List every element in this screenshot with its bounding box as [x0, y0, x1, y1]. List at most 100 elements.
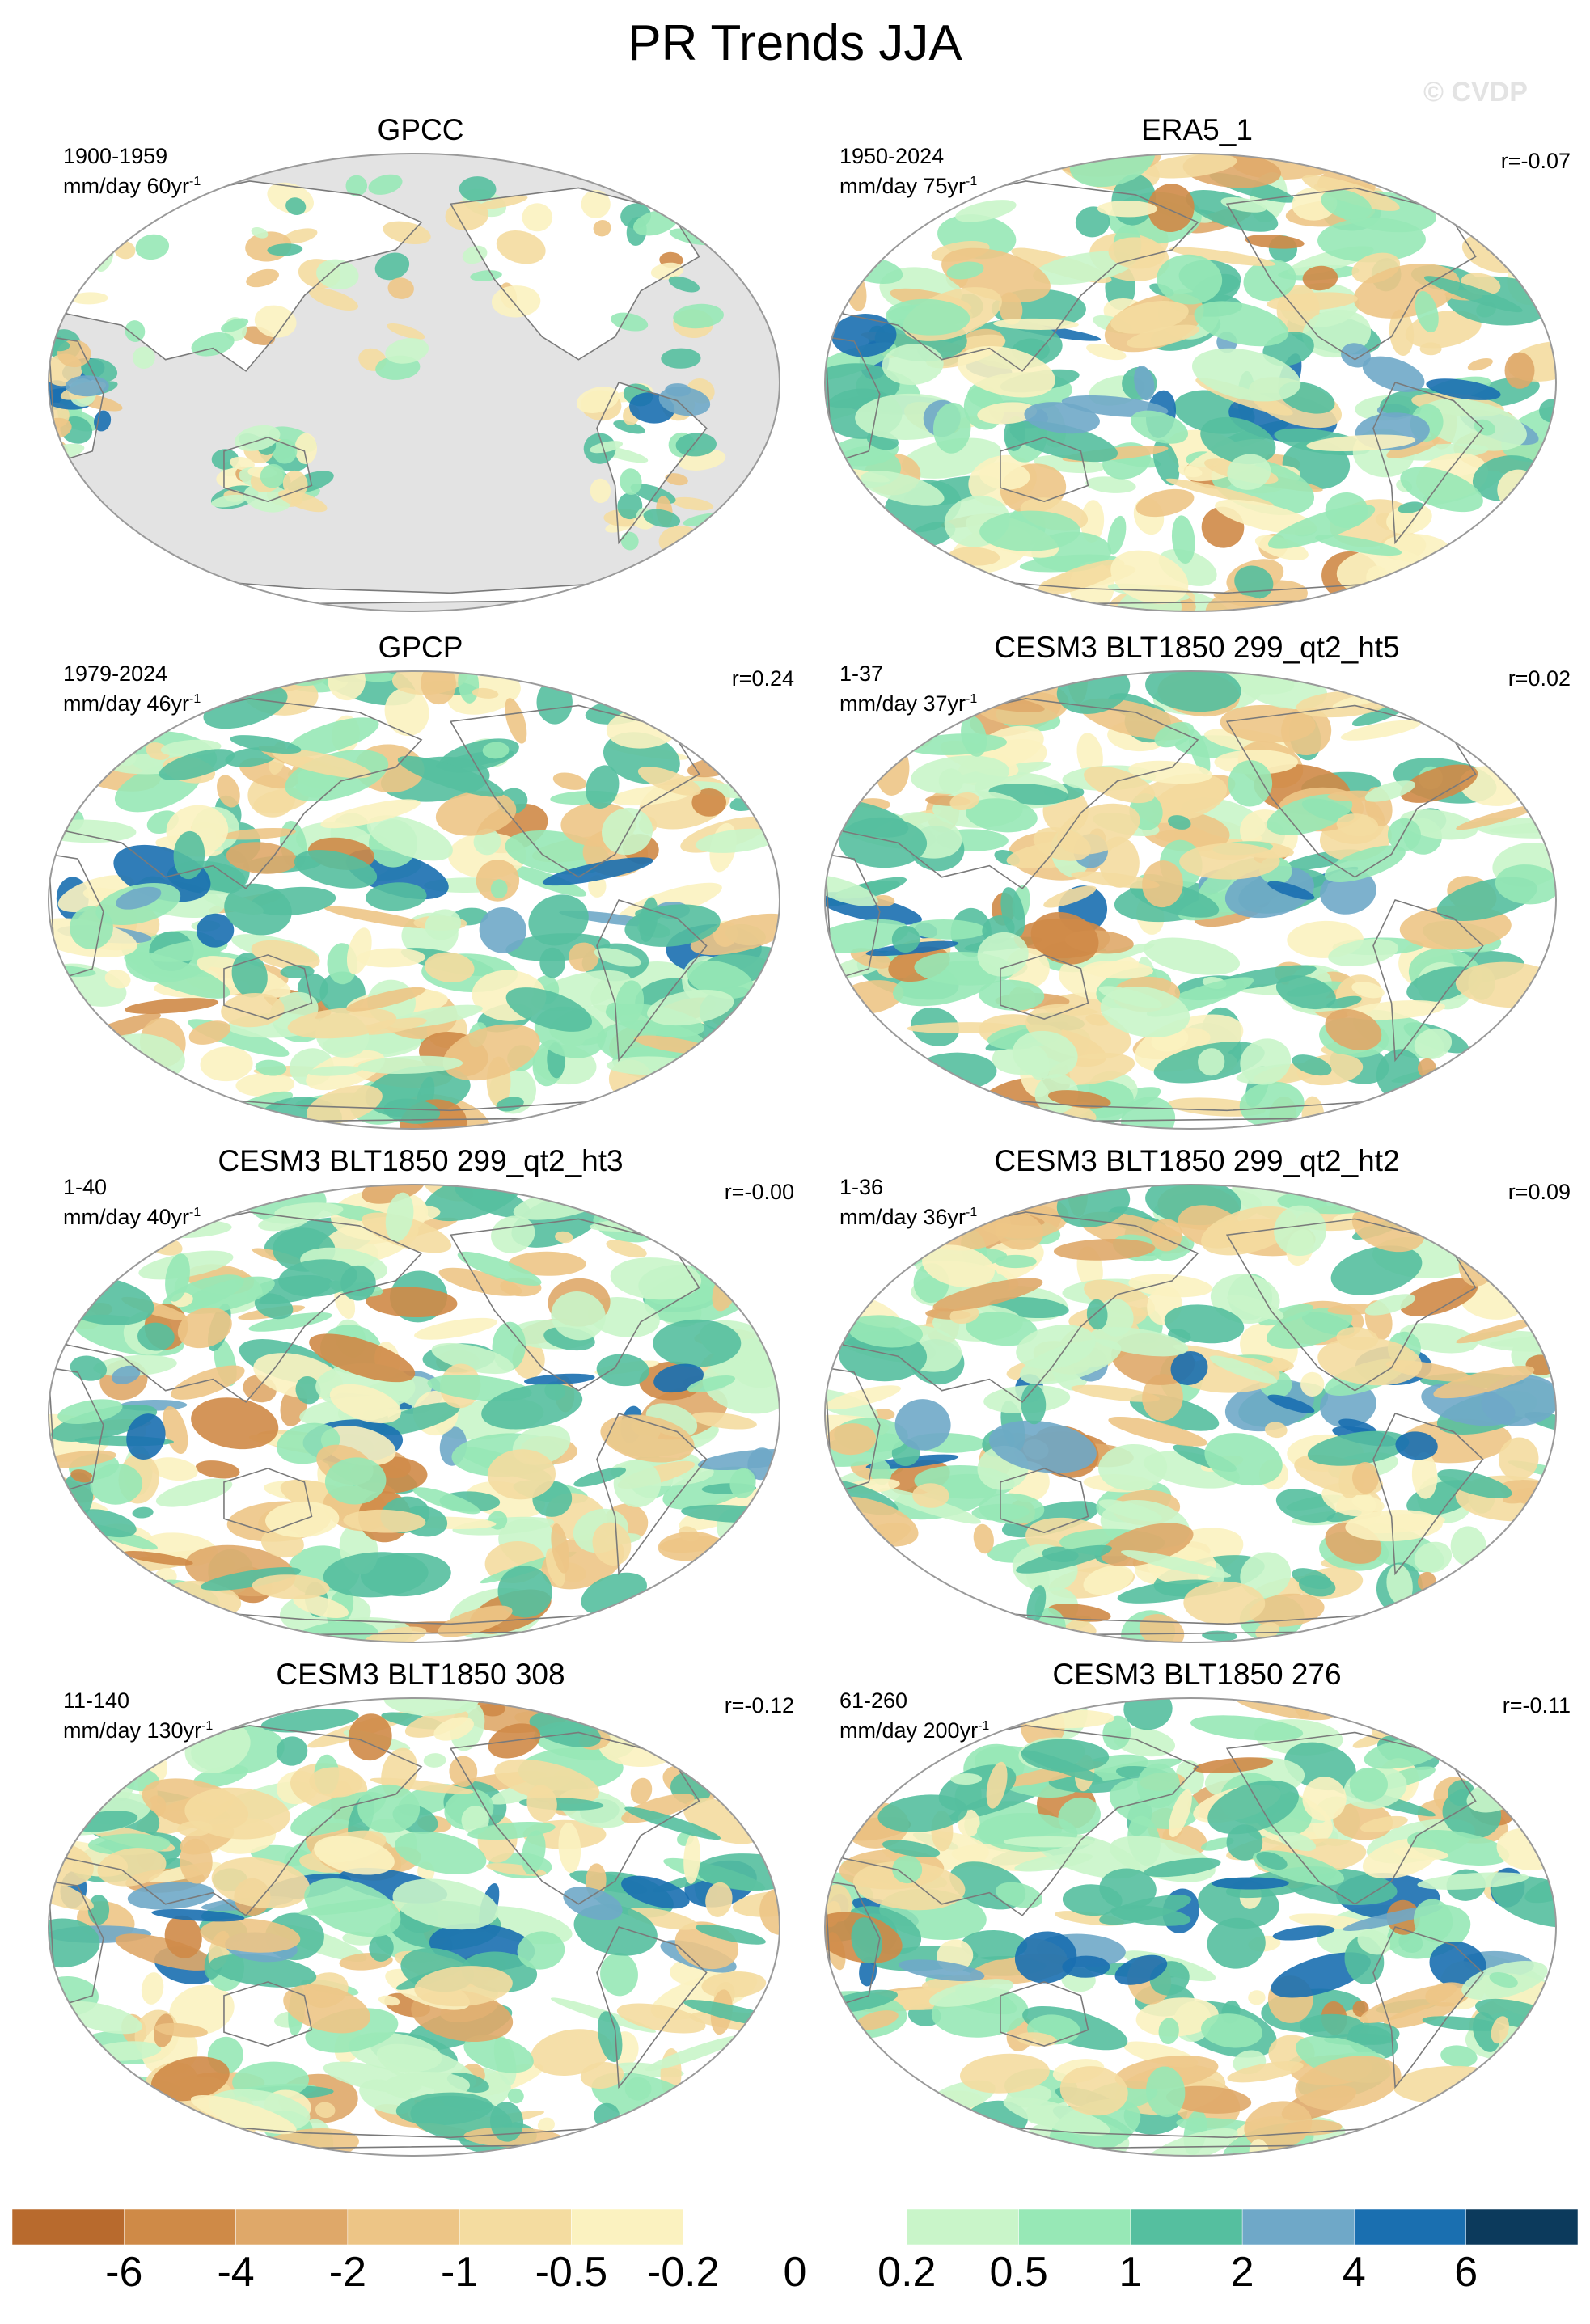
- trend-contour: [169, 1984, 235, 2035]
- trend-contour: [1075, 206, 1110, 238]
- trend-contour: [882, 1840, 941, 1858]
- trend-contour: [224, 883, 292, 936]
- trend-contour: [1423, 276, 1523, 313]
- trend-contour: [463, 2035, 534, 2073]
- units-exponent: -1: [978, 1719, 990, 1733]
- trend-contour: [424, 1185, 523, 1222]
- trend-contour: [1073, 943, 1155, 968]
- trend-contour: [384, 687, 429, 737]
- trend-contour: [111, 1365, 141, 1384]
- coastline: [1372, 382, 1484, 545]
- trend-contour: [260, 1709, 359, 1733]
- trend-contour: [230, 456, 255, 471]
- trend-contour: [961, 1929, 1028, 1960]
- trend-contour: [965, 1312, 1038, 1346]
- panel-units: mm/day 130yr-1: [63, 1713, 213, 1743]
- map-panel: ERA5_1 1950-2024 mm/day 75yr-1 r=-0.07: [809, 113, 1585, 615]
- trend-contour: [1491, 2016, 1509, 2044]
- trend-contour: [899, 1959, 985, 1982]
- trend-contour: [613, 1460, 662, 1507]
- map-border: [48, 670, 780, 1130]
- trend-contour: [1321, 189, 1372, 220]
- units-exponent: -1: [189, 1206, 201, 1219]
- trend-contour: [1201, 1206, 1297, 1256]
- trend-contour: [1456, 1318, 1539, 1344]
- trend-contour: [125, 320, 146, 343]
- trend-contour: [1168, 815, 1191, 830]
- colorbar-tick-label: -0.5: [535, 2249, 608, 2296]
- units-exponent: -1: [189, 175, 201, 188]
- trend-contour: [1267, 793, 1353, 835]
- trend-contour: [1272, 1925, 1335, 1941]
- trend-contour: [1364, 1294, 1416, 1316]
- trend-contour: [1324, 845, 1406, 882]
- colorbar-box: [794, 2208, 907, 2246]
- trend-contour: [996, 1882, 1043, 1908]
- trend-contour: [1357, 1929, 1391, 1955]
- trend-contour: [877, 1794, 968, 1832]
- trend-contour: [1098, 986, 1162, 1008]
- map-panel: CESM3 BLT1850 308 11-140 mm/day 130yr-1 r=-…: [32, 1658, 809, 2159]
- trend-contour: [668, 276, 700, 293]
- trend-contour: [1275, 1489, 1336, 1523]
- colorbar: [11, 2208, 1579, 2246]
- trend-contour: [112, 208, 139, 230]
- trend-contour: [1411, 1451, 1438, 1499]
- units-text: mm/day 36yr: [839, 1205, 966, 1229]
- trend-contour: [494, 1759, 600, 1804]
- trend-contour: [1097, 200, 1157, 218]
- trend-contour: [423, 1753, 446, 1768]
- trend-contour: [1328, 939, 1398, 966]
- panel-units: mm/day 40yr-1: [63, 1200, 201, 1230]
- trend-contour: [1071, 1384, 1160, 1402]
- trend-contour: [387, 277, 414, 299]
- trend-contour: [995, 1212, 1044, 1250]
- trend-contour: [211, 1857, 311, 1909]
- colorbar-box: [347, 2208, 460, 2246]
- world-map: [48, 670, 780, 1130]
- trend-contour: [507, 2088, 524, 2104]
- trend-contour: [82, 210, 129, 235]
- trend-contour: [425, 909, 462, 940]
- trend-contour: [1099, 1868, 1157, 1910]
- trend-contour: [1080, 500, 1105, 543]
- trend-contour: [957, 345, 1055, 398]
- trend-contour: [287, 1007, 397, 1039]
- trend-contour: [1244, 2101, 1313, 2150]
- trend-contour: [1033, 251, 1136, 285]
- trend-contour: [1300, 1371, 1325, 1397]
- trend-contour: [932, 403, 971, 454]
- trend-contour: [306, 1085, 383, 1125]
- units-text: mm/day 130yr: [63, 1718, 202, 1743]
- trend-contour: [366, 815, 453, 861]
- trend-contour: [482, 742, 510, 759]
- trend-contour: [1295, 2056, 1402, 2111]
- trend-contour: [191, 1397, 279, 1450]
- units-text: mm/day 75yr: [839, 174, 966, 198]
- colorbar-box: [235, 2208, 349, 2246]
- trend-contour: [1003, 2097, 1110, 2136]
- trend-contour: [1030, 912, 1099, 965]
- trend-contour: [1351, 982, 1385, 999]
- trend-contour: [481, 1384, 583, 1430]
- coastline: [449, 1731, 700, 1905]
- coastline: [58, 1725, 423, 1916]
- trend-contour: [977, 932, 1029, 977]
- panel-period: 61-260: [839, 1688, 908, 1713]
- trend-contour: [104, 969, 131, 989]
- trend-contour: [1267, 504, 1376, 549]
- panel-units: mm/day 46yr-1: [63, 687, 201, 716]
- trend-contour: [370, 1777, 474, 1794]
- map-field: [825, 1185, 1556, 1642]
- trend-contour: [1429, 1941, 1486, 1988]
- trend-contour: [615, 980, 645, 1026]
- trend-contour: [1227, 454, 1271, 490]
- trend-contour: [606, 1240, 647, 1258]
- trend-contour: [1414, 1541, 1453, 1573]
- trend-contour: [1021, 1739, 1110, 1773]
- trend-contour: [1146, 2066, 1186, 2118]
- trend-contour: [1179, 843, 1280, 880]
- trend-contour: [200, 1046, 253, 1082]
- trend-contour: [892, 1855, 923, 1884]
- units-text: mm/day 37yr: [839, 691, 966, 716]
